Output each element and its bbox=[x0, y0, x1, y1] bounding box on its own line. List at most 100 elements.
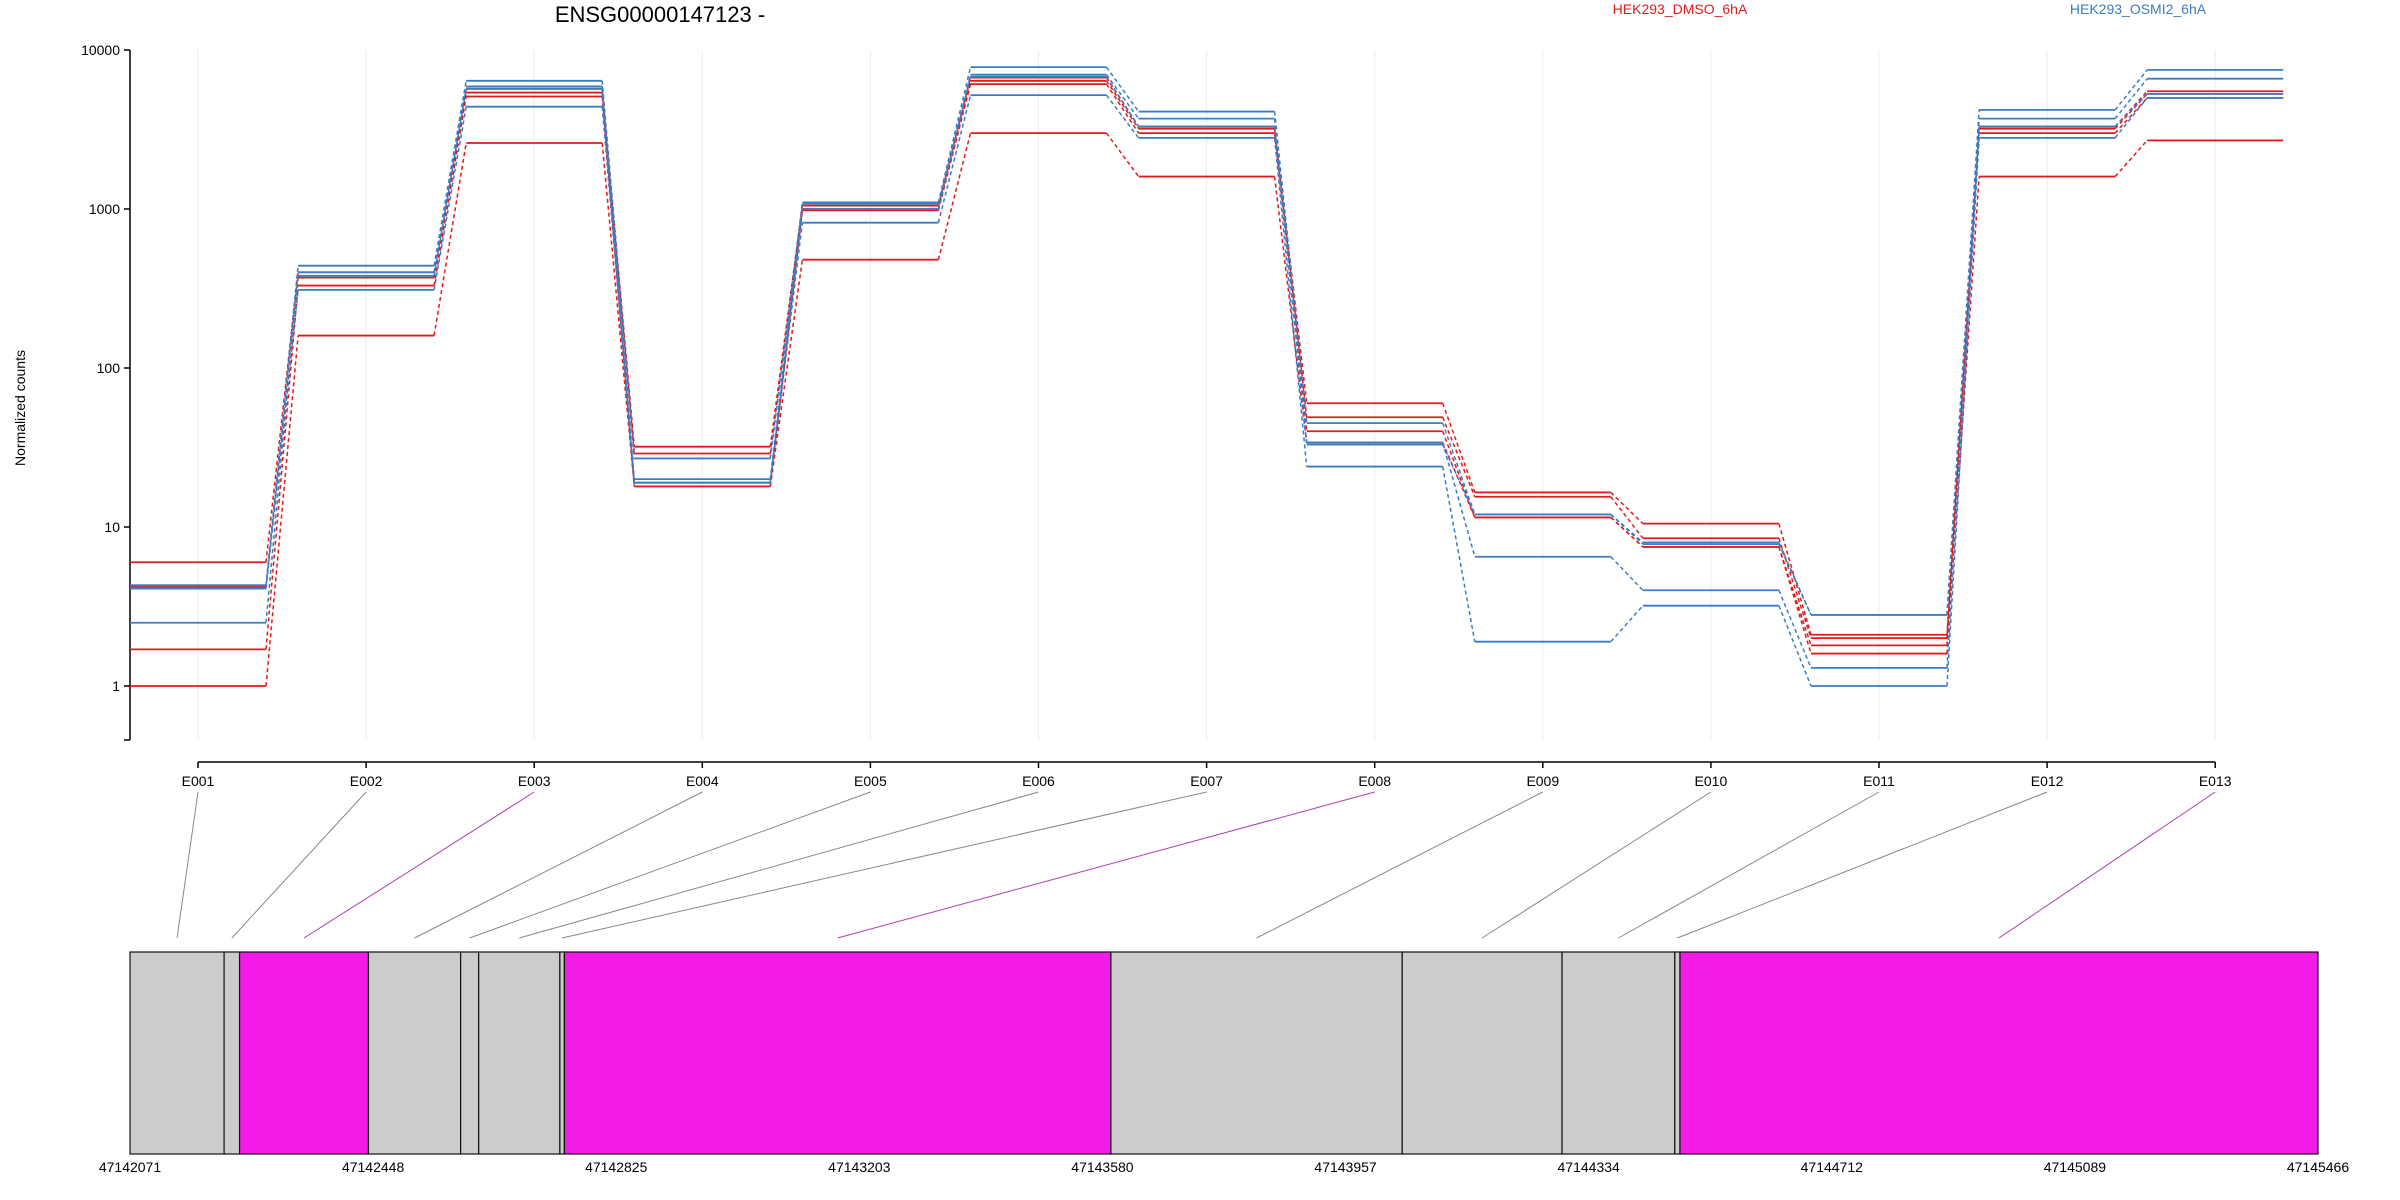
series-connector bbox=[1946, 126, 1980, 635]
series-connector bbox=[433, 88, 467, 276]
genomic-coordinate-label: 47142825 bbox=[585, 1159, 648, 1175]
series-connector bbox=[1610, 491, 1644, 525]
x-tick-label: E005 bbox=[854, 773, 887, 789]
exon-block bbox=[460, 951, 480, 1155]
x-tick-label: E006 bbox=[1022, 773, 1055, 789]
grid-lines bbox=[197, 50, 2216, 740]
exon-block bbox=[1110, 951, 1403, 1155]
series-connector bbox=[265, 289, 299, 589]
exon-block bbox=[129, 951, 225, 1155]
y-tick-label: 10000 bbox=[81, 42, 120, 58]
series-connector bbox=[1273, 126, 1308, 404]
series-connector bbox=[1273, 137, 1308, 467]
series-connector bbox=[1778, 605, 1812, 687]
series-connector bbox=[601, 92, 636, 454]
genomic-coordinate-label: 47142448 bbox=[342, 1159, 405, 1175]
series-connector bbox=[265, 335, 299, 687]
series-connector bbox=[1105, 94, 1140, 139]
genomic-coordinate-label: 47144334 bbox=[1558, 1159, 1621, 1175]
series-connector bbox=[1105, 132, 1140, 177]
exon-block bbox=[478, 951, 561, 1155]
series-connector bbox=[769, 259, 804, 487]
series-connector bbox=[1778, 537, 1812, 639]
exon-connector-line bbox=[519, 791, 1039, 939]
x-tick-label: E009 bbox=[1526, 773, 1559, 789]
exon-connector-line bbox=[303, 791, 535, 939]
exon-block bbox=[1401, 951, 1563, 1155]
series-connector bbox=[2114, 93, 2148, 128]
x-tick-label: E011 bbox=[1863, 773, 1895, 789]
x-tick-label: E012 bbox=[2031, 773, 2064, 789]
chart-title: ENSG00000147123 - bbox=[555, 2, 765, 27]
series-connector bbox=[2114, 139, 2148, 178]
series-connector bbox=[1273, 128, 1308, 418]
y-tick-label: 10 bbox=[104, 519, 120, 535]
series-connector bbox=[1610, 513, 1644, 545]
series-connector bbox=[1105, 66, 1140, 113]
genomic-coordinate-label: 47145089 bbox=[2044, 1159, 2107, 1175]
exon-connector-line bbox=[837, 791, 1375, 939]
series-connector bbox=[769, 222, 804, 483]
series-connector bbox=[433, 96, 467, 286]
series-connector bbox=[1441, 431, 1476, 518]
x-tick-label: E007 bbox=[1190, 773, 1223, 789]
exon-connector-line bbox=[231, 791, 367, 939]
series-connector bbox=[1946, 137, 1980, 687]
series-connector bbox=[1778, 543, 1812, 616]
series-connector bbox=[433, 80, 467, 266]
x-tick-label: E001 bbox=[182, 773, 215, 789]
x-tick-label: E013 bbox=[2199, 773, 2232, 789]
genomic-coordinate-label: 47143203 bbox=[828, 1159, 891, 1175]
exon-connector-line bbox=[176, 791, 199, 939]
series-connector bbox=[265, 272, 299, 586]
series-connector bbox=[433, 142, 467, 336]
exon-connector-line bbox=[1481, 791, 1712, 939]
series-connector bbox=[1778, 546, 1812, 654]
exon-block bbox=[1561, 951, 1676, 1155]
series-connector bbox=[1442, 444, 1476, 515]
series-HEK293_OSMI2_6hA-4 bbox=[130, 94, 2284, 687]
series-connector bbox=[2114, 69, 2148, 111]
series-connector bbox=[1273, 176, 1308, 443]
series-connector bbox=[1441, 442, 1476, 557]
legend-item-osmi2: HEK293_OSMI2_6hA bbox=[2070, 1, 2207, 17]
genomic-coordinate-label: 47142071 bbox=[99, 1159, 162, 1175]
exon-connector-line bbox=[1618, 791, 1880, 939]
exon-connector-line bbox=[1256, 791, 1544, 939]
series-connector bbox=[1441, 403, 1476, 493]
series-connector bbox=[2114, 97, 2148, 139]
series-connector bbox=[1610, 556, 1644, 591]
exon-connectors bbox=[176, 791, 2216, 939]
series-connector bbox=[1105, 74, 1140, 120]
exon-block bbox=[223, 951, 241, 1155]
series-connector bbox=[937, 94, 972, 223]
genomic-coordinate-label: 47143580 bbox=[1071, 1159, 1134, 1175]
series-connector bbox=[1441, 422, 1476, 515]
series-connector bbox=[433, 86, 467, 273]
series-HEK293_OSMI2_6hA-2 bbox=[130, 73, 2284, 616]
series-connector bbox=[2114, 78, 2148, 120]
series-connector bbox=[937, 74, 972, 204]
genomic-coordinate-label: 47143957 bbox=[1314, 1159, 1377, 1175]
genomic-coordinate-label: 47145466 bbox=[2287, 1159, 2350, 1175]
series-connector bbox=[1946, 118, 1980, 615]
exon-connector-line bbox=[414, 791, 703, 939]
exon-block bbox=[563, 951, 1112, 1155]
series-connector bbox=[433, 106, 467, 291]
gene-model: 47142071 47142448 47142825 47143203 47143580… bbox=[99, 951, 2350, 1175]
y-axis-label: Normalized counts bbox=[12, 350, 28, 466]
series-connector bbox=[1441, 466, 1476, 642]
y-tick-label: 1 bbox=[112, 678, 120, 694]
series-connector bbox=[1105, 80, 1140, 130]
y-tick-label: 100 bbox=[97, 360, 121, 376]
series-connector bbox=[937, 83, 972, 211]
series-connector bbox=[1610, 605, 1644, 643]
series-connector bbox=[1273, 111, 1308, 424]
series-connector bbox=[601, 142, 636, 487]
x-tick-label: E010 bbox=[1695, 773, 1728, 789]
series-connector bbox=[265, 272, 299, 563]
series-connector bbox=[1610, 516, 1644, 548]
series-lines bbox=[130, 66, 2284, 687]
x-tick-label: E008 bbox=[1358, 773, 1391, 789]
